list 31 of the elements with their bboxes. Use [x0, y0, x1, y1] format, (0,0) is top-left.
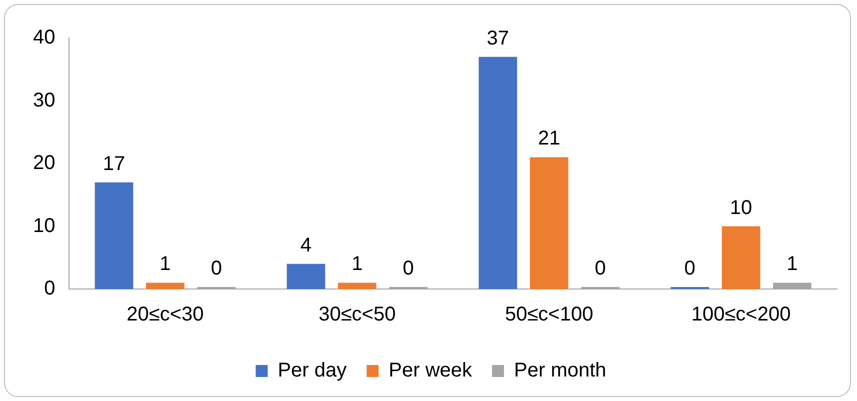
bar [146, 282, 184, 289]
bar [722, 226, 760, 289]
bar [286, 264, 326, 289]
y-tick-label: 20 [32, 152, 56, 174]
data-label: 1 [352, 253, 363, 276]
bar [338, 282, 376, 289]
data-label: 0 [594, 258, 606, 280]
legend-label: Per month [514, 360, 606, 382]
x-tick-label: 100≤c<200 [691, 304, 791, 326]
y-tick-label: 10 [32, 214, 56, 237]
data-label: 10 [730, 196, 752, 219]
data-label: 0 [210, 258, 222, 280]
data-label: 1 [786, 253, 798, 276]
legend-label: Per week [388, 360, 474, 382]
data-label: 0 [402, 258, 414, 280]
x-tick-label: 50≤c<100 [504, 304, 594, 326]
data-label: 17 [102, 152, 126, 175]
y-tick-label: 40 [32, 26, 56, 49]
data-label: 1 [160, 253, 171, 276]
data-label: 4 [300, 234, 312, 256]
y-tick-label: 30 [32, 89, 56, 112]
x-tick-label: 20≤c<30 [126, 304, 204, 326]
data-label: 0 [684, 258, 696, 280]
bar [94, 182, 134, 289]
y-tick-label: 0 [44, 278, 56, 300]
legend-label: Per day [278, 360, 347, 382]
data-label: 21 [538, 128, 560, 150]
data-label: 37 [486, 27, 510, 50]
x-tick-label: 30≤c<50 [318, 304, 396, 326]
bar [530, 157, 568, 289]
bar [478, 56, 518, 289]
